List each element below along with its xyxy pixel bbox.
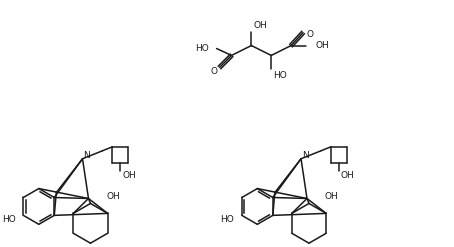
Text: N: N	[301, 151, 308, 160]
Text: HO: HO	[2, 215, 15, 224]
Text: OH: OH	[316, 41, 330, 50]
Text: OH: OH	[253, 21, 267, 30]
Text: N: N	[83, 151, 90, 160]
Text: O: O	[307, 30, 314, 39]
Text: OH: OH	[122, 171, 136, 180]
Text: HO: HO	[195, 44, 209, 53]
Text: O: O	[210, 67, 217, 76]
Text: HO: HO	[220, 215, 234, 224]
Text: OH: OH	[106, 192, 120, 201]
Text: OH: OH	[325, 192, 339, 201]
Text: HO: HO	[273, 71, 287, 80]
Text: OH: OH	[341, 171, 355, 180]
